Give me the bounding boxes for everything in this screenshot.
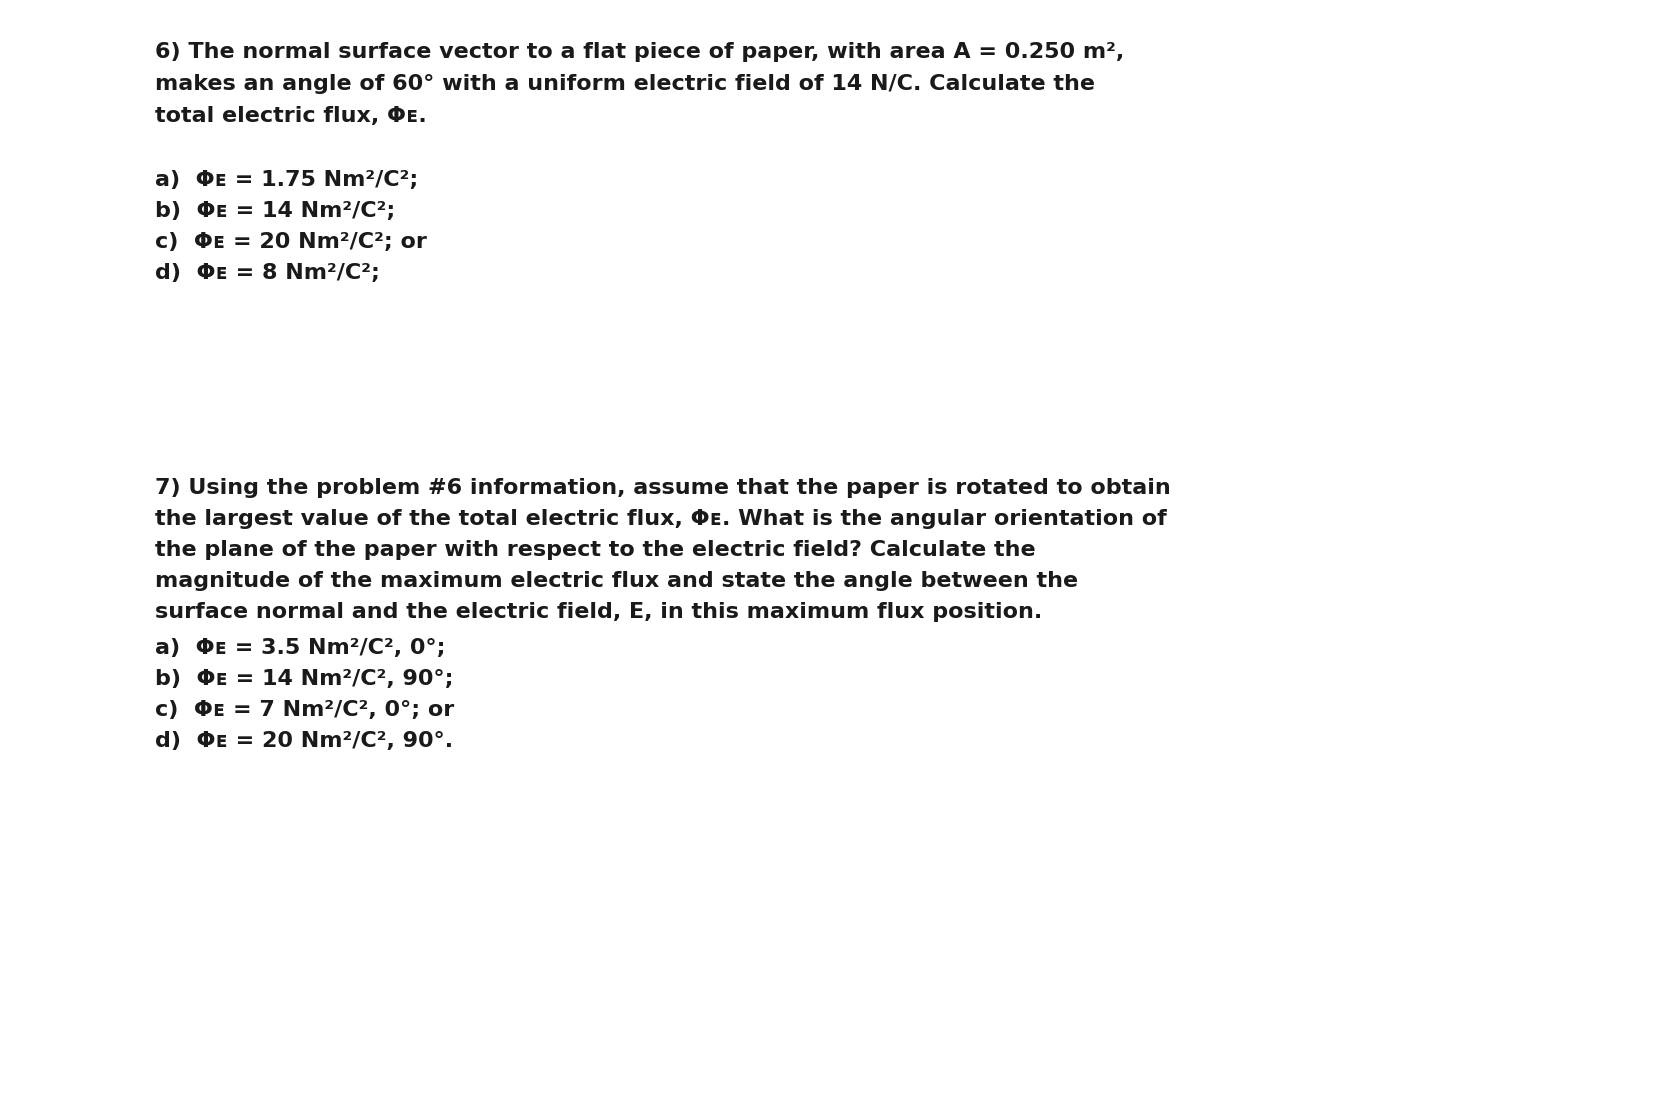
Text: b)  Φᴇ = 14 Nm²/C²;: b) Φᴇ = 14 Nm²/C²; [155,201,395,221]
Text: c)  Φᴇ = 7 Nm²/C², 0°; or: c) Φᴇ = 7 Nm²/C², 0°; or [155,701,454,720]
Text: 6) The normal surface vector to a flat piece of paper, with area A = 0.250 m²,: 6) The normal surface vector to a flat p… [155,42,1124,61]
Text: d)  Φᴇ = 20 Nm²/C², 90°.: d) Φᴇ = 20 Nm²/C², 90°. [155,731,454,751]
Text: the plane of the paper with respect to the electric field? Calculate the: the plane of the paper with respect to t… [155,540,1036,560]
Text: d)  Φᴇ = 8 Nm²/C²;: d) Φᴇ = 8 Nm²/C²; [155,264,380,283]
Text: total electric flux, Φᴇ.: total electric flux, Φᴇ. [155,107,427,126]
Text: c)  Φᴇ = 20 Nm²/C²; or: c) Φᴇ = 20 Nm²/C²; or [155,232,427,253]
Text: magnitude of the maximum electric flux and state the angle between the: magnitude of the maximum electric flux a… [155,571,1078,591]
Text: the largest value of the total electric flux, Φᴇ. What is the angular orientatio: the largest value of the total electric … [155,509,1166,529]
Text: 7) Using the problem #6 information, assume that the paper is rotated to obtain: 7) Using the problem #6 information, ass… [155,478,1171,498]
Text: a)  Φᴇ = 1.75 Nm²/C²;: a) Φᴇ = 1.75 Nm²/C²; [155,170,419,190]
Text: b)  Φᴇ = 14 Nm²/C², 90°;: b) Φᴇ = 14 Nm²/C², 90°; [155,669,454,690]
Text: a)  Φᴇ = 3.5 Nm²/C², 0°;: a) Φᴇ = 3.5 Nm²/C², 0°; [155,638,445,658]
Text: makes an angle of 60° with a uniform electric field of 14 N/C. Calculate the: makes an angle of 60° with a uniform ele… [155,74,1094,94]
Text: surface normal and the electric field, E, in this maximum flux position.: surface normal and the electric field, E… [155,602,1042,621]
